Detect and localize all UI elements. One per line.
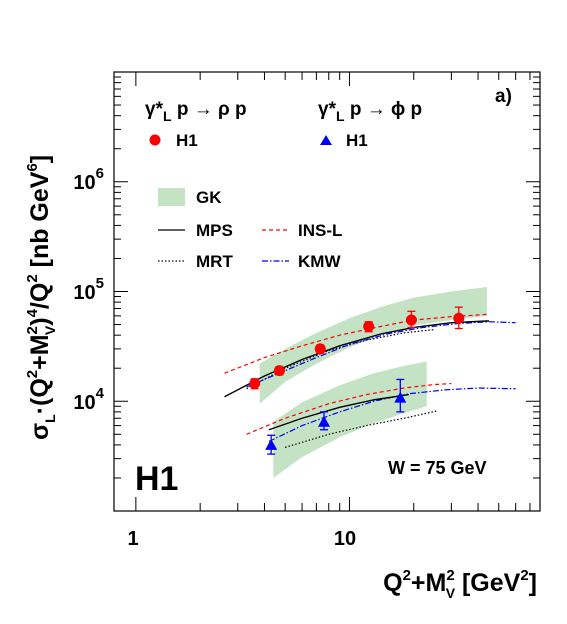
legend-gk-swatch <box>158 188 185 206</box>
legend-insl-label: INS-L <box>298 221 342 240</box>
experiment-label: H1 <box>135 460 178 498</box>
legend-gk-label: GK <box>196 188 222 207</box>
energy-label: W = 75 GeV <box>388 458 487 478</box>
x-axis-title: Q2+M2 V [GeV2] <box>383 567 537 601</box>
y-tick-label-10e4: 104 <box>73 385 104 414</box>
axis-ticks <box>114 72 540 512</box>
gk-band-rho <box>259 286 487 404</box>
y-tick-label-10e6: 106 <box>73 165 104 194</box>
data-point-phi <box>265 438 278 450</box>
y-tick-label-10e5: 105 <box>73 275 104 304</box>
data-point-rho <box>314 343 326 355</box>
insl-curve-phi <box>246 382 452 435</box>
data-point-phi <box>394 391 407 403</box>
legend-phi-label: H1 <box>346 131 368 150</box>
kmw-curve-rho <box>246 321 516 388</box>
data-point-rho <box>405 314 417 326</box>
mps-curve-rho <box>224 320 490 398</box>
x-tick-label-1: 1 <box>127 528 138 550</box>
data-point-rho <box>273 365 285 377</box>
legend-mps-label: MPS <box>196 221 233 240</box>
data-point-phi <box>317 415 330 427</box>
mps-curve-phi <box>268 393 410 431</box>
reaction-rho: γ*L p → ρ p <box>145 99 247 124</box>
panel-label: a) <box>495 86 512 107</box>
data-points <box>249 306 465 455</box>
legend-rho-label: H1 <box>176 131 198 150</box>
legend-kmw-label: KMW <box>298 252 341 271</box>
legend-rho-marker <box>149 134 161 146</box>
data-point-rho <box>363 320 375 332</box>
data-point-rho <box>249 378 261 390</box>
reaction-phi: γ*L p → ϕ p <box>318 99 422 124</box>
mrt-curve-phi <box>284 410 439 448</box>
insl-curve-rho <box>224 313 490 374</box>
legend-phi-marker <box>320 135 332 145</box>
data-point-rho <box>453 312 465 324</box>
x-tick-label-10: 10 <box>334 528 356 550</box>
legend-mrt-label: MRT <box>196 252 233 271</box>
y-axis-title: σL·(Q2+M2V)4/Q2 [nb GeV6] <box>24 155 58 440</box>
